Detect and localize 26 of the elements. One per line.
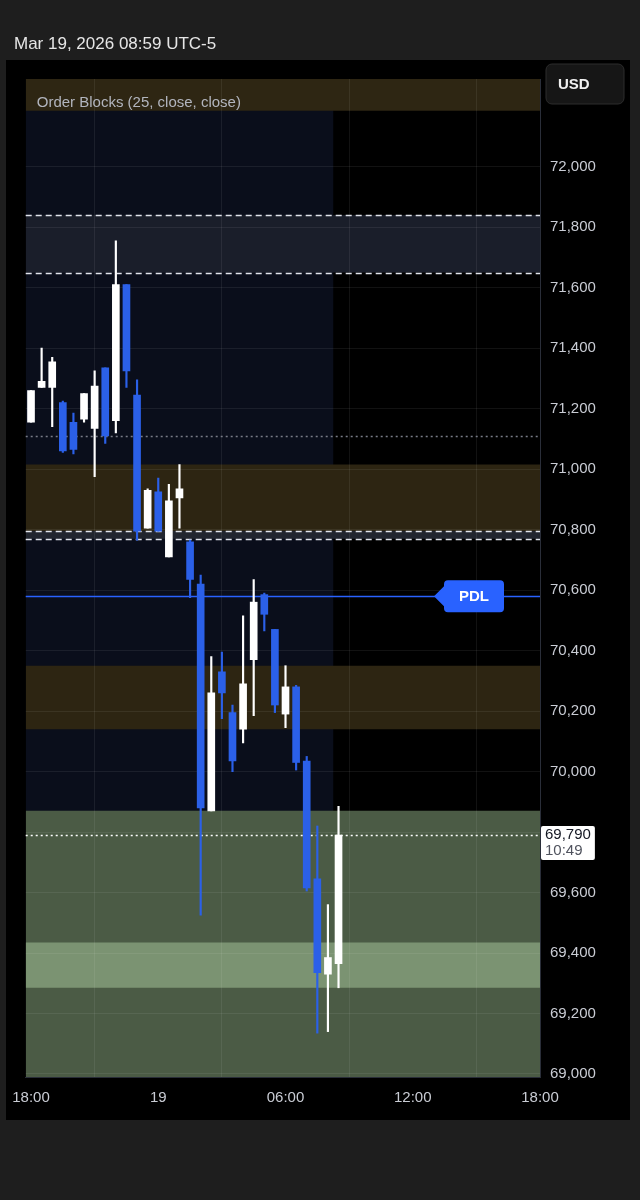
x-tick-label: 18:00 — [12, 1088, 50, 1106]
y-tick-label: 71,000 — [550, 459, 596, 477]
y-tick-label: 71,600 — [550, 277, 596, 295]
x-tick-label: 12:00 — [393, 1088, 432, 1106]
x-tick-label: 18:00 — [521, 1088, 559, 1106]
y-tick-label: 71,400 — [550, 338, 596, 356]
annotation: Order Blocks (25, close, close) — [36, 93, 241, 111]
y-tick-label: 70,200 — [550, 701, 596, 719]
y-axis-title: USD — [558, 75, 590, 93]
y-tick-label: 70,600 — [550, 580, 596, 598]
y-tick-label: 70,000 — [550, 761, 596, 779]
chart-title: Mar 19, 2026 08:59 UTC-5 — [14, 34, 217, 54]
ref-line-label: PDL — [459, 587, 489, 605]
y-tick-label: 69,400 — [550, 943, 596, 961]
y-tick-label: 70,800 — [550, 519, 596, 537]
y-tick-label: 69,600 — [550, 882, 596, 900]
y-tick-label: 69,200 — [550, 1003, 596, 1021]
y-tick-label: 72,000 — [550, 156, 596, 174]
candlestick — [175, 464, 184, 529]
y-tick-label: 69,000 — [550, 1064, 596, 1082]
y-tick-label: 71,800 — [550, 217, 596, 235]
ref-line-label: 69,790 10:49 — [545, 825, 591, 859]
y-tick-label: 71,200 — [550, 398, 596, 416]
x-tick-label: 06:00 — [266, 1088, 305, 1106]
y-tick-label: 70,400 — [550, 640, 596, 658]
x-tick-label: 19 — [149, 1088, 167, 1106]
